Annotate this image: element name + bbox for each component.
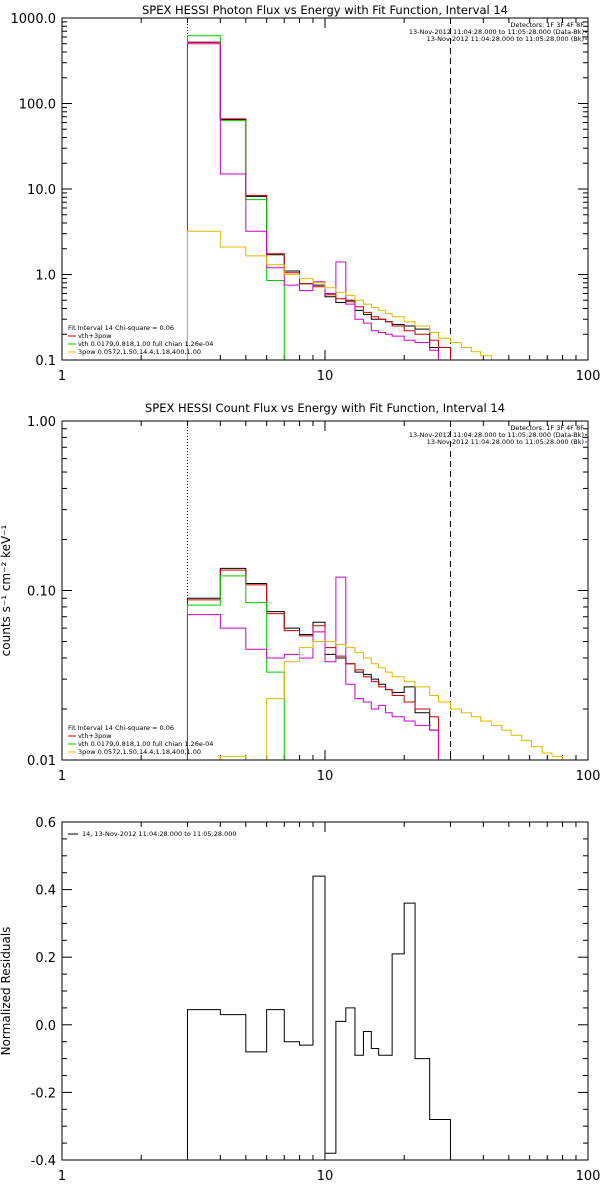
plot-frame [61, 17, 589, 361]
legend-top-text: 13-Nov-2012 11:04:28.000 to 11:05:28.000… [427, 438, 584, 446]
plot-frame [61, 420, 589, 761]
x-tick-label: 100 [576, 1169, 600, 1184]
series-line-4 [186, 43, 439, 360]
legend-text: vth 0.0179,0.818,1.00 full chian 1.26e-0… [78, 740, 213, 748]
legend-text: vth+3pow [78, 732, 112, 740]
chart-panel-1: SPEX HESSI Photon Flux vs Energy with Fi… [11, 3, 600, 384]
legend-top-text: Detectors: 1F 3F 4F 8F [510, 424, 584, 432]
y-tick-label: 0.4 [35, 884, 56, 899]
legend-text: vth 0.0179,0.818,1.00 full chian 1.26e-0… [78, 340, 213, 348]
x-tick-label: 100 [576, 369, 600, 384]
y-tick-label: 0.2 [35, 951, 56, 966]
series-line-2 [186, 569, 439, 760]
y-tick-label: 0.10 [27, 585, 56, 600]
legend-top-text: 13-Nov-2012 11:04:28.000 to 11:05:28.000… [427, 35, 584, 43]
series-line-3 [186, 35, 300, 360]
x-tick-label: 10 [317, 769, 334, 784]
y-axis-label: Normalized Residuals [0, 927, 13, 1056]
x-tick-label: 1 [58, 369, 66, 384]
chart-panel-3: Normalized Residuals 1 10 100 -0.4 -0.2 0.0 0.2… [0, 816, 600, 1184]
y-tick-label: 0.01 [27, 754, 56, 769]
legend-top-text: 13-Nov-2012 11:04:28.000 to 11:05:28.000… [409, 431, 584, 439]
series-group [186, 567, 573, 760]
y-tick-label: 1.00 [27, 415, 56, 430]
y-tick-label: 0.1 [35, 354, 56, 369]
series-line-1 [186, 567, 439, 760]
legend-text: 14, 13-Nov-2012 11:04:28.000 to 11:05:28… [82, 830, 236, 838]
plot-frame [61, 821, 589, 1161]
y-tick-label: 1.0 [35, 269, 56, 284]
series-group [186, 875, 451, 1160]
legend-text: 3pow 0.0572,1.50,14.4,1.18,400,1.00 [78, 748, 201, 756]
y-tick-label: 10.0 [27, 183, 56, 198]
y-tick-label: -0.2 [31, 1086, 56, 1101]
series-line-2 [186, 41, 451, 360]
x-tick-label: 1 [58, 769, 66, 784]
x-tick-label: 100 [576, 769, 600, 784]
legend-top-text: 13-Nov-2012 11:04:28.000 to 11:05:28.000… [409, 28, 584, 36]
x-tick-label: 1 [58, 1169, 66, 1184]
series-line-5 [187, 641, 573, 760]
series-line-4 [186, 576, 439, 760]
y-axis-label: counts s⁻¹ cm⁻² keV⁻¹ [0, 524, 13, 656]
chart-panel-2: SPEX HESSI Count Flux vs Energy with Fit… [0, 401, 600, 784]
series-line-1 [186, 875, 451, 1160]
series-group [186, 35, 573, 360]
legend-top-text: Detectors: 1F 3F 4F 8F [510, 21, 584, 29]
y-tick-label: -0.4 [31, 1154, 56, 1169]
series-line-1 [186, 41, 451, 360]
y-tick-label: 0.6 [35, 816, 56, 831]
legend-text: Fit Interval 14 Chi-square = 0.06 [68, 324, 174, 332]
y-tick-label: 0.0 [35, 1019, 56, 1034]
chart-title: SPEX HESSI Count Flux vs Energy with Fit… [145, 401, 505, 415]
series-line-5 [186, 230, 573, 360]
legend-text: vth+3pow [78, 332, 112, 340]
chart-title: SPEX HESSI Photon Flux vs Energy with Fi… [142, 3, 508, 17]
series-line-3 [186, 575, 300, 760]
y-tick-label: 100.0 [19, 98, 56, 113]
legend-text: 3pow 0.0572,1.50,14.4,1.18,400,1.00 [78, 348, 201, 356]
x-tick-label: 10 [317, 1169, 334, 1184]
x-tick-label: 10 [317, 369, 334, 384]
legend-text: Fit Interval 14 Chi-square = 0.06 [68, 724, 174, 732]
y-tick-label: 1000.0 [11, 12, 57, 27]
